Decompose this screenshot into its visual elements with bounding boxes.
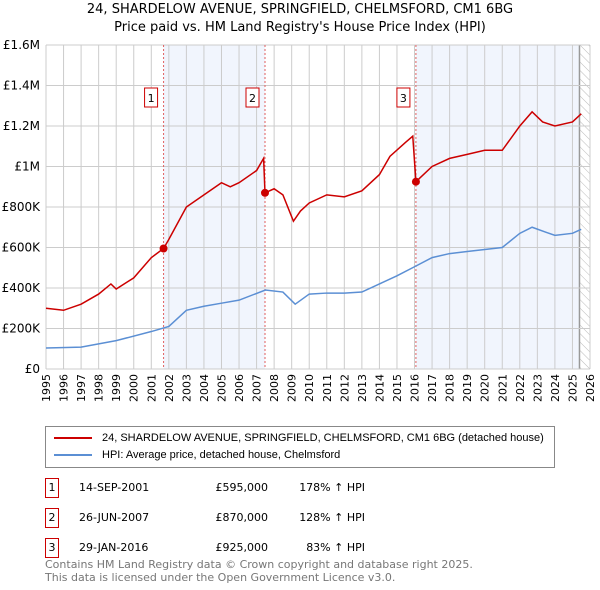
legend-label: HPI: Average price, detached house, Chel… <box>102 449 341 461</box>
sale-label: 2 <box>249 92 256 105</box>
x-tick-label: 2018 <box>444 374 457 402</box>
sale-date: 29-JAN-2016 <box>79 541 149 554</box>
y-tick-label: £1.4M <box>3 79 40 93</box>
sale-marker-badge: 2 <box>45 508 59 528</box>
sale-hpi-change: 83% ↑ HPI <box>306 541 365 554</box>
footer: Contains HM Land Registry data © Crown c… <box>45 558 473 584</box>
sale-marker-badge: 1 <box>45 478 59 498</box>
y-tick-label: £800K <box>2 200 42 214</box>
legend-label: 24, SHARDELOW AVENUE, SPRINGFIELD, CHELM… <box>102 432 544 444</box>
y-tick-label: £400K <box>2 281 42 295</box>
y-tick-label: £1M <box>14 160 40 174</box>
x-tick-label: 2016 <box>409 374 422 402</box>
x-tick-label: 2015 <box>391 374 404 402</box>
x-tick-label: 2021 <box>496 374 509 402</box>
y-tick-label: £1.6M <box>3 38 40 52</box>
y-tick-label: £200K <box>2 322 42 336</box>
x-tick-label: 2001 <box>145 374 158 402</box>
sale-hpi-change: 178% ↑ HPI <box>299 481 365 494</box>
x-tick-label: 2024 <box>549 374 562 402</box>
y-tick-label: £1.2M <box>3 119 40 133</box>
x-tick-label: 2011 <box>321 374 334 402</box>
x-tick-label: 2017 <box>426 374 439 402</box>
x-tick-label: 2022 <box>514 374 527 402</box>
sale-label-box <box>144 87 159 108</box>
footer-line: Contains HM Land Registry data © Crown c… <box>45 558 473 571</box>
sale-label-box <box>245 87 260 108</box>
x-tick-label: 2013 <box>356 374 369 402</box>
x-tick-label: 2009 <box>286 374 299 402</box>
sale-point <box>159 244 168 253</box>
sale-price: £870,000 <box>215 511 269 524</box>
x-tick-label: 2007 <box>251 374 264 402</box>
x-tick-label: 2025 <box>566 374 579 402</box>
sale-label-box <box>396 87 411 108</box>
chart-title: 24, SHARDELOW AVENUE, SPRINGFIELD, CHELM… <box>86 2 514 17</box>
x-tick-label: 2000 <box>128 374 141 402</box>
x-tick-label: 2020 <box>479 374 492 402</box>
x-tick-label: 2014 <box>373 374 386 402</box>
x-tick-label: 1997 <box>75 374 88 402</box>
x-tick-label: 2004 <box>198 374 211 402</box>
chart-subtitle: Price paid vs. HM Land Registry's House … <box>114 20 486 35</box>
price-chart: 1995 1996 1997 1998 1999 2000 2001 2002 2003 2004… <box>2 38 597 402</box>
x-tick-label: 2012 <box>338 374 351 402</box>
x-tick-label: 2002 <box>163 374 176 402</box>
sale-price: £925,000 <box>215 541 269 554</box>
x-tick-label: 2010 <box>303 374 316 402</box>
sale-price: £595,000 <box>215 481 269 494</box>
sale-label: 1 <box>148 92 155 105</box>
x-tick-label: 1995 <box>40 374 53 402</box>
x-tick-label: 1999 <box>110 374 123 402</box>
sale-point <box>411 177 420 186</box>
x-tick-label: 1998 <box>93 374 106 402</box>
sale-row: 2 26-JUN-2007 £870,000 128% ↑ HPI <box>45 508 445 528</box>
x-tick-label: 2026 <box>584 374 597 402</box>
x-tick-label: 2023 <box>531 374 544 402</box>
y-tick-label: £0 <box>25 362 40 376</box>
legend-item-hpi: HPI: Average price, detached house, Chel… <box>54 446 340 464</box>
x-tick-label: 2019 <box>461 374 474 402</box>
sale-marker-badge: 3 <box>45 538 59 558</box>
legend: 24, SHARDELOW AVENUE, SPRINGFIELD, CHELM… <box>45 426 555 468</box>
series-line <box>45 110 582 312</box>
sale-hpi-change: 128% ↑ HPI <box>299 511 365 524</box>
x-tick-label: 2003 <box>180 374 193 402</box>
series-line <box>45 226 582 349</box>
x-tick-label: 2006 <box>233 374 246 402</box>
legend-item-property: 24, SHARDELOW AVENUE, SPRINGFIELD, CHELM… <box>54 429 544 447</box>
x-tick-label: 2005 <box>215 374 228 402</box>
y-tick-label: £600K <box>2 241 42 255</box>
sale-label: 3 <box>400 92 407 105</box>
sale-row: 1 14-SEP-2001 £595,000 178% ↑ HPI <box>45 478 445 498</box>
x-tick-label: 1996 <box>58 374 71 402</box>
footer-line: This data is licensed under the Open Gov… <box>45 571 396 584</box>
sale-row: 3 29-JAN-2016 £925,000 83% ↑ HPI <box>45 538 445 558</box>
sale-date: 26-JUN-2007 <box>79 511 150 524</box>
sale-date: 14-SEP-2001 <box>79 481 150 494</box>
sale-point <box>261 188 270 197</box>
x-tick-label: 2008 <box>268 374 281 402</box>
